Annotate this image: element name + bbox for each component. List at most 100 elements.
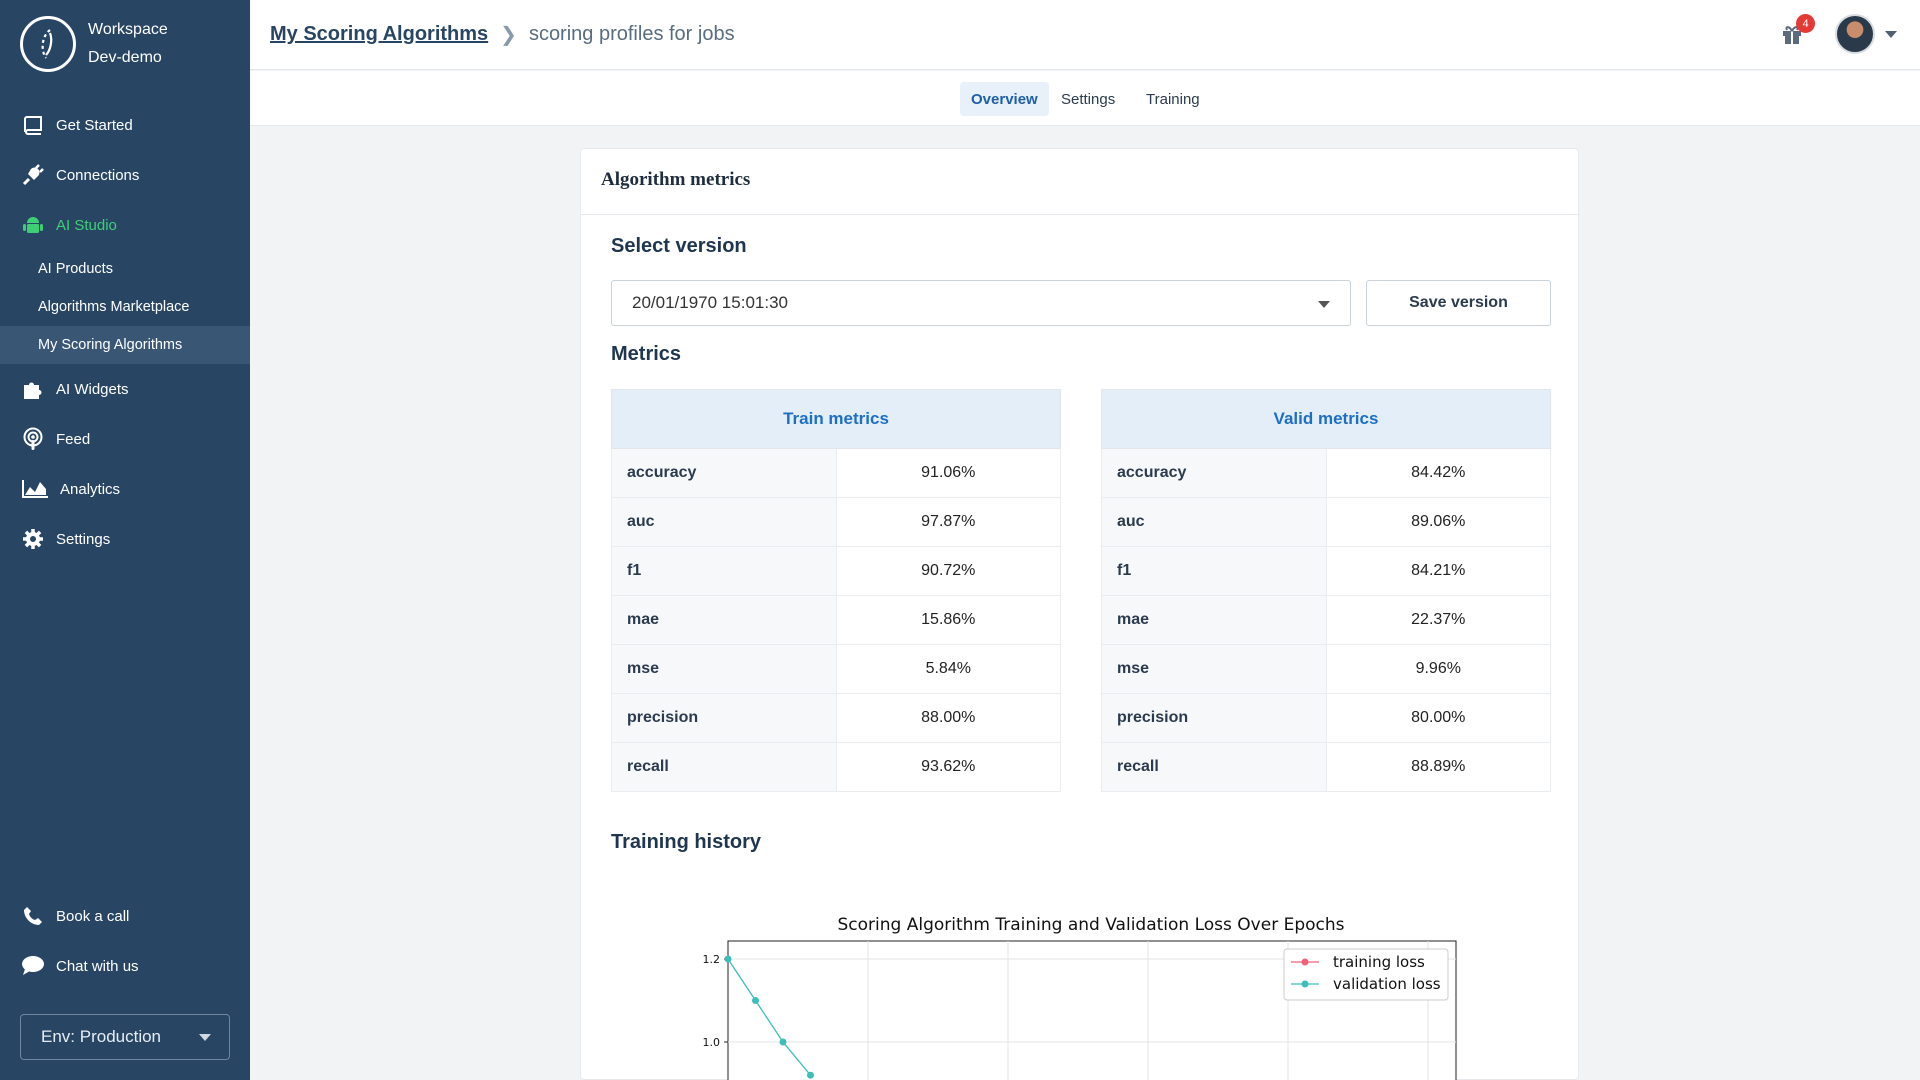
- tab-settings[interactable]: Settings: [1061, 90, 1116, 108]
- valid-metrics-table: Valid metrics accuracy 84.42% auc 89.06% f1 8…: [1101, 389, 1552, 792]
- chat-bubble-icon: [20, 953, 46, 979]
- training-history-heading: Training history: [611, 831, 762, 853]
- tab-bar: Overview Settings Training: [250, 71, 1920, 126]
- workspace-name: Workspace Dev-demo: [88, 16, 168, 72]
- nav-ai-studio[interactable]: AI Studio: [0, 200, 250, 250]
- nav-label: Chat with us: [56, 957, 139, 975]
- metric-value: 97.87%: [835, 497, 1062, 547]
- nav-chat[interactable]: Chat with us: [0, 941, 250, 991]
- area-chart-icon: [20, 476, 50, 502]
- chevron-down-icon[interactable]: [1885, 31, 1897, 38]
- metric-value: 5.84%: [835, 644, 1062, 694]
- main-nav: Get Started Connections AI Studio AI Pro…: [0, 100, 250, 564]
- data-point: [752, 997, 759, 1004]
- metric-value: 88.89%: [1325, 742, 1552, 792]
- plug-icon: [20, 162, 46, 188]
- nav-label: Connections: [56, 166, 140, 184]
- nav-label: Book a call: [56, 907, 130, 925]
- nav-my-scoring-algorithms[interactable]: My Scoring Algorithms: [0, 326, 250, 364]
- valid_metrics-row: accuracy 84.42%: [1101, 448, 1552, 498]
- legend-validation-marker: [1301, 980, 1309, 988]
- legend-validation-label: validation loss: [1333, 975, 1441, 993]
- train_metrics-row: accuracy 91.06%: [611, 448, 1062, 498]
- workspace-line2: Dev-demo: [88, 49, 162, 66]
- sidebar: Workspace Dev-demo Get Started Connectio…: [0, 0, 250, 1080]
- train_metrics-row: auc 97.87%: [611, 497, 1062, 547]
- nav-settings[interactable]: Settings: [0, 514, 250, 564]
- algorithm-metrics-card: Algorithm metrics Select version 20/01/1…: [580, 148, 1580, 1080]
- nav-book-call[interactable]: Book a call: [0, 891, 250, 941]
- metric-name: mae: [611, 595, 837, 645]
- save-version-button[interactable]: Save version: [1366, 280, 1551, 326]
- metric-name: accuracy: [611, 448, 837, 498]
- book-icon: [20, 112, 46, 138]
- chevron-down-icon: [1318, 301, 1330, 308]
- metric-name: mse: [611, 644, 837, 694]
- valid_metrics-row: recall 88.89%: [1101, 742, 1552, 792]
- train-metrics-header: Train metrics: [611, 389, 1061, 449]
- nav-ai-products[interactable]: AI Products: [38, 261, 113, 277]
- metric-name: auc: [611, 497, 837, 547]
- metric-name: auc: [1101, 497, 1327, 547]
- valid-metrics-header: Valid metrics: [1101, 389, 1551, 449]
- podcast-icon: [20, 426, 46, 452]
- training-history-chart: Scoring Algorithm Training and Validatio…: [703, 915, 1457, 1080]
- nav-feed[interactable]: Feed: [0, 414, 250, 464]
- y-tick-label: 1.2: [703, 953, 721, 966]
- metric-value: 80.00%: [1325, 693, 1552, 743]
- nav-get-started[interactable]: Get Started: [0, 100, 250, 150]
- breadcrumb: My Scoring Algorithms ❯ scoring profiles…: [270, 22, 735, 47]
- breadcrumb-link[interactable]: My Scoring Algorithms: [270, 23, 489, 45]
- metric-value: 22.37%: [1325, 595, 1552, 645]
- avatar[interactable]: [1835, 14, 1875, 54]
- nav-label: Get Started: [56, 116, 133, 134]
- valid_metrics-row: mae 22.37%: [1101, 595, 1552, 645]
- nav-ai-widgets[interactable]: AI Widgets: [0, 364, 250, 414]
- metric-name: mae: [1101, 595, 1327, 645]
- tab-overview[interactable]: Overview: [960, 82, 1049, 116]
- metric-value: 89.06%: [1325, 497, 1552, 547]
- series-line: [727, 958, 812, 1076]
- version-value: 20/01/1970 15:01:30: [632, 293, 788, 312]
- version-select[interactable]: 20/01/1970 15:01:30: [611, 280, 1351, 326]
- select-version-heading: Select version: [611, 235, 747, 257]
- data-point: [724, 955, 732, 963]
- train-metrics-table: Train metrics accuracy 91.06% auc 97.87% f1 9…: [611, 389, 1062, 792]
- android-icon: [20, 212, 46, 238]
- chevron-down-icon: [199, 1034, 211, 1041]
- chart-title: Scoring Algorithm Training and Validatio…: [838, 915, 1345, 935]
- metric-name: f1: [1101, 546, 1327, 596]
- nav-algorithms-marketplace[interactable]: Algorithms Marketplace: [38, 299, 190, 315]
- nav-label: AI Widgets: [56, 380, 129, 398]
- nav-label: Analytics: [60, 480, 121, 498]
- train_metrics-row: mae 15.86%: [611, 595, 1062, 645]
- metric-name: mse: [1101, 644, 1327, 694]
- nav-label: Settings: [56, 530, 111, 548]
- chevron-right-icon: ❯: [500, 24, 517, 46]
- environment-value: Env: Production: [41, 1027, 162, 1046]
- valid_metrics-row: auc 89.06%: [1101, 497, 1552, 547]
- train_metrics-row: recall 93.62%: [611, 742, 1062, 792]
- chart-legend: training loss validation loss: [1283, 948, 1449, 1001]
- card-title: Algorithm metrics: [601, 169, 751, 190]
- nav-label: Feed: [56, 430, 91, 448]
- workspace-switcher[interactable]: Workspace Dev-demo: [20, 16, 168, 72]
- data-point: [779, 1038, 787, 1046]
- metric-name: precision: [611, 693, 837, 743]
- metric-value: 9.96%: [1325, 644, 1552, 694]
- metric-value: 93.62%: [835, 742, 1062, 792]
- tab-training[interactable]: Training: [1146, 90, 1200, 108]
- valid_metrics-row: precision 80.00%: [1101, 693, 1552, 743]
- metric-value: 91.06%: [835, 448, 1062, 498]
- nav-analytics[interactable]: Analytics: [0, 464, 250, 514]
- notification-badge: 4: [1796, 14, 1815, 33]
- metric-name: recall: [1101, 742, 1327, 792]
- nav-connections[interactable]: Connections: [0, 150, 250, 200]
- divider: [581, 214, 1580, 215]
- train_metrics-row: f1 90.72%: [611, 546, 1062, 596]
- environment-select[interactable]: Env: Production: [20, 1014, 230, 1060]
- train_metrics-row: precision 88.00%: [611, 693, 1062, 743]
- legend-training-marker: [1301, 958, 1309, 966]
- metric-name: precision: [1101, 693, 1327, 743]
- metric-value: 88.00%: [835, 693, 1062, 743]
